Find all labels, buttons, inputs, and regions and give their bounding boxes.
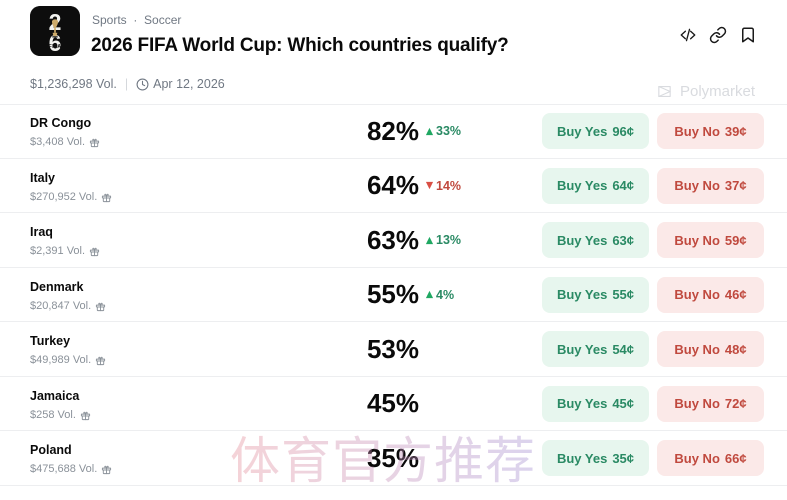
svg-text:FIFA: FIFA: [48, 44, 61, 50]
